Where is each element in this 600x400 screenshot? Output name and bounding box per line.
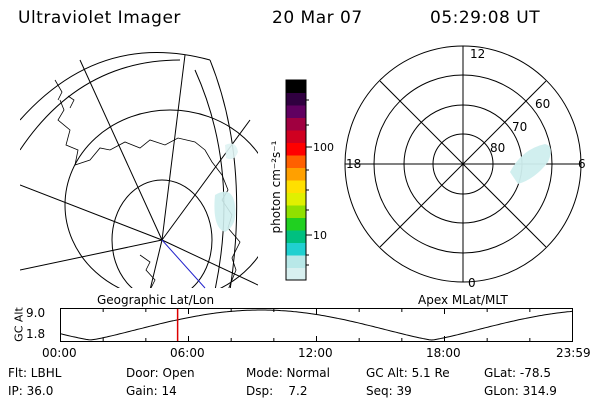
xtick-1200: 12:00 [298, 346, 333, 360]
meridian-line [20, 184, 163, 241]
time-label: 05:29:08 UT [430, 8, 541, 28]
mlt-label-6: 6 [578, 157, 586, 171]
colorbar-segment [286, 167, 306, 181]
xtick-1800: 18:00 [426, 346, 461, 360]
meridian-line [161, 119, 251, 241]
aurora-oval [510, 144, 551, 184]
colorbar-segment [286, 180, 306, 193]
colorbar-segment [286, 205, 306, 218]
info-mode: Mode: Normal [246, 366, 330, 380]
latitude-circle [64, 109, 258, 288]
instrument-title: Ultraviolet Imager [18, 8, 181, 28]
info-seq: Seq: 39 [366, 384, 412, 398]
latitude-circle [20, 52, 211, 121]
info-gain: Gain: 14 [126, 384, 177, 398]
aurora-glow [214, 191, 236, 232]
colorbar-segment [286, 242, 306, 256]
aurora-glow [225, 143, 238, 160]
lat-label-80: 80 [490, 141, 506, 155]
xtick-2359: 23:59 [556, 346, 591, 360]
altitude-plot [60, 308, 573, 342]
apex-label: Apex MLat/MLT [418, 293, 508, 307]
polar-plot [344, 45, 582, 283]
colorbar-segment [286, 142, 306, 156]
mlt-label-18: 18 [346, 157, 362, 171]
colorbar-segment [286, 192, 306, 206]
geographic-label: Geographic Lat/Lon [97, 293, 215, 307]
satellite-track [161, 239, 206, 289]
colorbar-segment [286, 155, 306, 168]
info-door: Door: Open [126, 366, 195, 380]
mlt-diagonal [379, 80, 547, 248]
colorbar-segment [286, 217, 306, 231]
colorbar-segment [286, 130, 306, 143]
colorbar-segment [286, 230, 306, 243]
colorbar-segment [286, 255, 306, 268]
lat-label-60: 60 [535, 97, 551, 111]
meridian-line [161, 239, 258, 286]
colorbar-segment [286, 92, 306, 106]
meridian-line [161, 54, 186, 241]
meridian-line [20, 239, 163, 271]
colorbar [285, 79, 312, 281]
info-glon: GLon: 314.9 [484, 384, 557, 398]
coastline [54, 79, 75, 109]
mlt-label-12: 12 [470, 47, 486, 61]
xtick-0000: 00:00 [42, 346, 77, 360]
colorbar-segment [286, 105, 306, 118]
info-gc-alt: GC Alt: 5.1 Re [366, 366, 450, 380]
meridian-line [149, 239, 163, 288]
info-dsp: Dsp: 7.2 [246, 384, 308, 398]
colorbar-segment [286, 267, 306, 281]
colorbar-tick-10: 10 [313, 229, 327, 242]
info-filter: Flt: LBHL [8, 366, 62, 380]
geographic-map [20, 52, 258, 289]
info-glat: GLat: -78.5 [484, 366, 551, 380]
altitude-ytick-max: 9.0 [26, 306, 46, 320]
latitude-circle [111, 179, 213, 288]
altitude-ylabel: GC Alt [12, 307, 26, 342]
lat-label-70: 70 [512, 120, 528, 134]
info-ip: IP: 36.0 [8, 384, 54, 398]
xtick-0600: 06:00 [170, 346, 205, 360]
colorbar-label: photon cm⁻²s⁻¹ [269, 140, 283, 234]
meridian-line [79, 59, 163, 241]
mlt-label-0: 0 [468, 276, 476, 290]
date-label: 20 Mar 07 [272, 8, 363, 28]
colorbar-segment [286, 80, 306, 93]
altitude-ytick-min: 1.8 [26, 327, 46, 341]
colorbar-tick-100: 100 [313, 141, 334, 154]
coastline [139, 254, 156, 288]
latitude-circle [194, 69, 225, 288]
altitude-curve [60, 309, 573, 341]
colorbar-segment [286, 117, 306, 131]
latitude-circle [209, 59, 238, 288]
